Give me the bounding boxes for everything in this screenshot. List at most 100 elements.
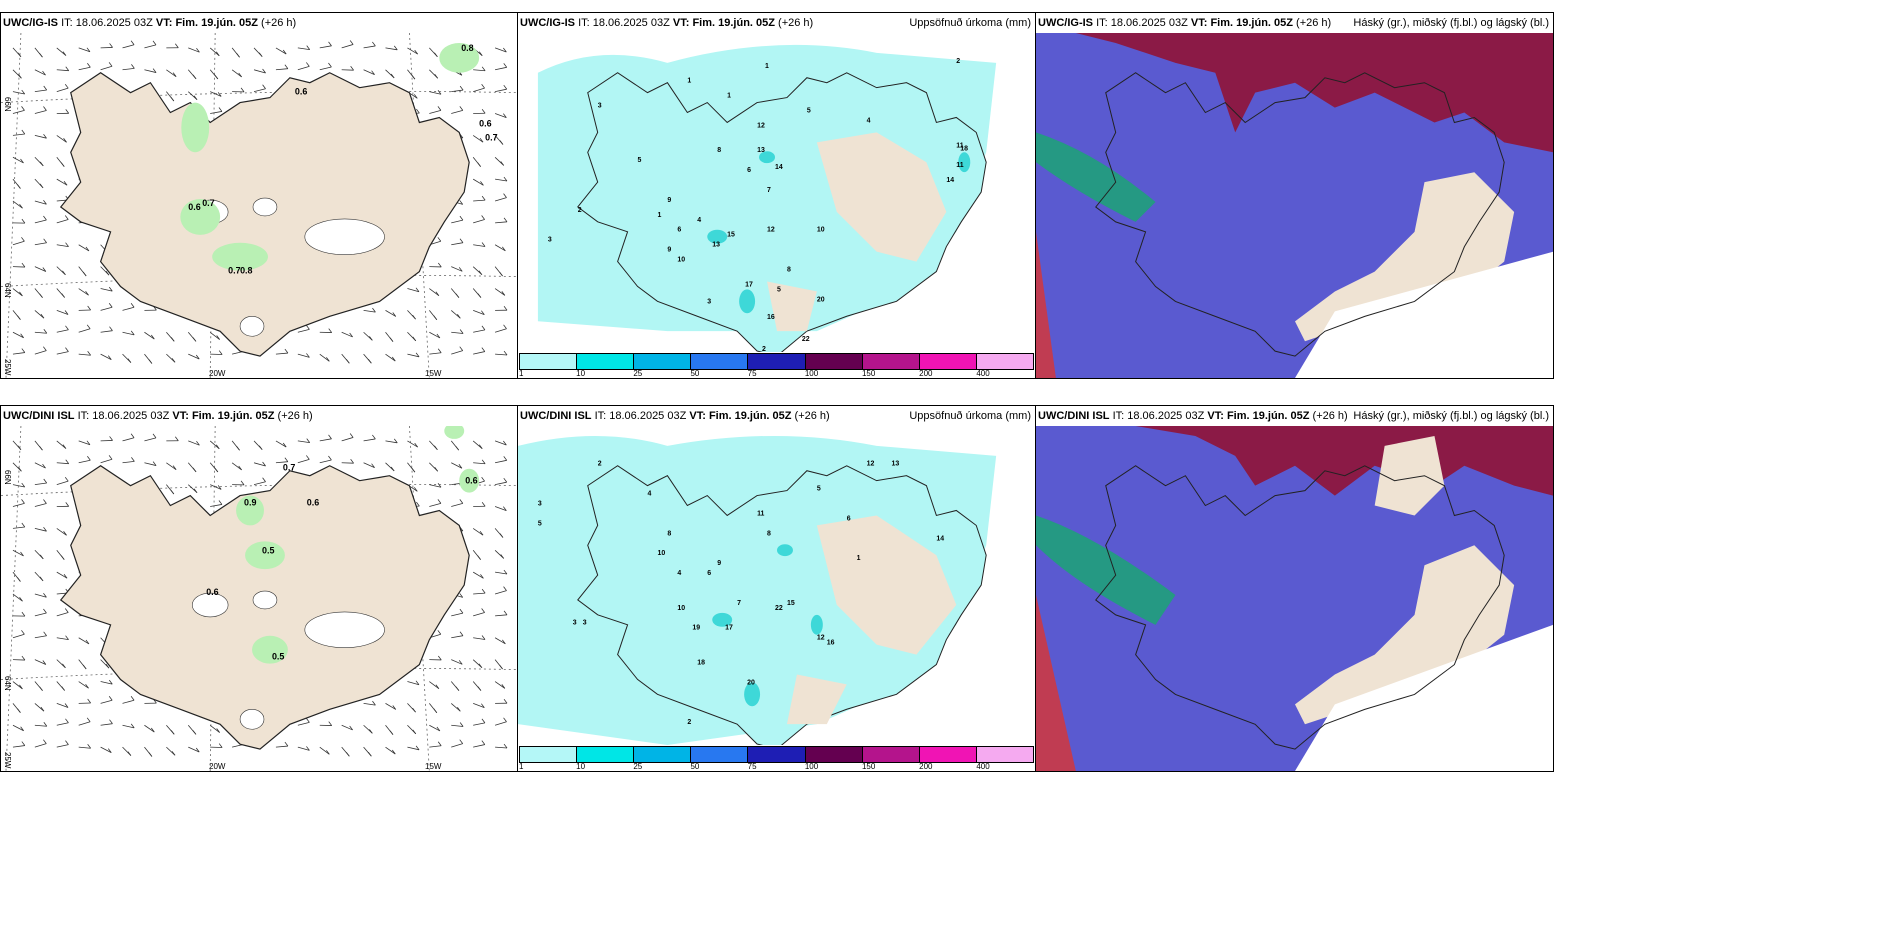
- precip-number: 2: [598, 461, 602, 468]
- wind-barb-flag: [368, 358, 372, 364]
- wind-barb-flag: [459, 346, 464, 351]
- model-name: UWC/IG-IS: [1038, 17, 1093, 29]
- it-value: 18.06.2025 03Z: [609, 410, 687, 422]
- wind-barb: [12, 633, 25, 639]
- wind-barb-flag: [346, 359, 350, 364]
- precip-number: 10: [677, 605, 685, 612]
- precip-number: 8: [787, 267, 791, 274]
- wind-barb: [253, 462, 266, 467]
- wind-barb-flag: [39, 161, 44, 167]
- wind-barb-flag: [262, 477, 266, 483]
- wind-barb-flag: [82, 664, 87, 670]
- wind-barb: [144, 724, 155, 733]
- wind-barb: [451, 109, 463, 114]
- wind-barb: [56, 219, 69, 224]
- wind-barb: [275, 461, 288, 464]
- colorbar-swatch: [691, 354, 749, 369]
- wind-barb-flag: [87, 455, 91, 461]
- wind-barb-flag: [326, 357, 330, 362]
- wind-map[interactable]: 0.7 0.6 0.9 0.6 0.5 0.6 0.5 66N 64N 25W …: [1, 426, 517, 771]
- wind-barb-flag: [481, 740, 486, 745]
- precip-number: 10: [817, 227, 825, 234]
- colorbar-swatch: [862, 747, 920, 762]
- wind-barb-flag: [21, 630, 25, 635]
- wind-barb: [122, 331, 135, 336]
- precip-map-svg: 1 1 1 2 3 4 5 5 6 7 8 9 10 11 12 13 14 1…: [518, 33, 1035, 352]
- precip-colorbar: 1 10 25 50 75 100 150 200 400: [518, 352, 1035, 378]
- wind-barb-flag: [217, 485, 222, 490]
- precip-number: 6: [847, 515, 851, 522]
- wind-barb-flag: [415, 287, 420, 293]
- wind-barb: [12, 502, 25, 507]
- wind-barb-flag: [19, 684, 23, 690]
- wind-barb-flag: [21, 106, 25, 111]
- precip-map-svg: 2 3 4 5 6 7 8 9 10 11 12 13 14 15 16 17 …: [518, 426, 1035, 745]
- colorbar-swatches: [519, 353, 1034, 370]
- wind-map[interactable]: 0.8 0.6 0.6 0.7 0.6 0.7 0.7 0.8 66N 64N …: [1, 33, 517, 378]
- wind-barb: [451, 331, 464, 334]
- wind-barb-flag: [218, 500, 223, 505]
- wind-barb-flag: [170, 96, 175, 102]
- wind-map-svg: 0.8 0.6 0.6 0.7 0.6 0.7 0.7 0.8: [1, 33, 517, 378]
- it-value: 18.06.2025 03Z: [592, 17, 670, 29]
- wind-barb: [100, 288, 113, 292]
- wind-barb: [495, 571, 508, 575]
- wind-barb: [56, 47, 67, 56]
- wind-barb-flag: [306, 438, 311, 443]
- wind-barb-flag: [481, 195, 486, 201]
- wind-barb: [275, 68, 288, 71]
- colorbar-tick: 75: [747, 762, 757, 771]
- wind-barb-flag: [328, 328, 333, 333]
- wind-barb-flag: [108, 286, 113, 292]
- precip-map[interactable]: 2 3 4 5 6 7 8 9 10 11 12 13 14 15 16 17 …: [518, 426, 1035, 745]
- wind-barb-flag: [326, 750, 330, 755]
- precip-number: 3: [548, 237, 552, 244]
- wind-barb-flag: [503, 47, 507, 53]
- value-label: 0.7: [485, 132, 497, 142]
- wind-barb: [363, 702, 376, 706]
- wind-barb-flag: [459, 238, 464, 243]
- wind-barb: [34, 242, 47, 246]
- wind-barb: [78, 244, 90, 252]
- wind-barb-flag: [218, 107, 223, 112]
- value-label: 0.6: [479, 118, 491, 128]
- lon-label: 20W: [209, 369, 226, 378]
- wind-barb: [495, 614, 508, 617]
- wind-barb: [209, 47, 220, 57]
- wind-barb: [253, 69, 266, 74]
- wind-barb: [407, 288, 420, 293]
- wind-barb-flag: [500, 161, 505, 166]
- wind-barb: [188, 440, 200, 446]
- wind-barb-flag: [390, 73, 395, 79]
- wind-barb-flag: [64, 476, 69, 482]
- wind-barb: [12, 352, 25, 355]
- wind-barb: [451, 612, 464, 617]
- wind-barb: [56, 703, 69, 708]
- wind-barb-flag: [459, 215, 464, 221]
- vt-value: Fim. 19.jún. 05Z: [1226, 410, 1310, 422]
- precip-map[interactable]: 1 1 1 2 3 4 5 5 6 7 8 9 10 11 12 13 14 1…: [518, 33, 1035, 352]
- precip-number: 12: [757, 122, 765, 129]
- panel-precip-dini: UWC/DINI ISL IT: 18.06.2025 03Z VT: Fim.…: [517, 405, 1036, 772]
- wind-barb: [56, 571, 68, 579]
- wind-barb-flag: [437, 348, 442, 353]
- value-label: 0.8: [240, 266, 252, 276]
- cloud-map[interactable]: [1036, 426, 1553, 771]
- precip-number: 8: [767, 530, 771, 537]
- wind-barb-flag: [20, 726, 24, 731]
- cloud-map[interactable]: [1036, 33, 1553, 378]
- wind-barb: [495, 746, 508, 749]
- it-label: IT:: [61, 17, 73, 29]
- panel-wind-dini: UWC/DINI ISL IT: 18.06.2025 03Z VT: Fim.…: [0, 405, 518, 772]
- wind-barb-flag: [457, 707, 461, 712]
- wind-barb: [297, 66, 310, 71]
- it-value: 18.06.2025 03Z: [75, 17, 153, 29]
- wind-barb-flag: [437, 741, 442, 746]
- wind-barb-flag: [170, 730, 175, 735]
- it-value: 18.06.2025 03Z: [92, 410, 170, 422]
- wind-barb-flag: [503, 506, 507, 511]
- wind-barb-flag: [328, 455, 332, 461]
- wind-barb: [407, 440, 418, 448]
- lon-label: 25W: [3, 752, 12, 769]
- precip-number: 13: [892, 461, 900, 468]
